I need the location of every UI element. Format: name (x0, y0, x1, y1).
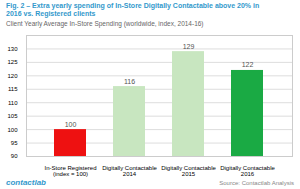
svg-text:In-Store Registered(index = 10: In-Store Registered(index = 100) (44, 164, 96, 176)
svg-text:Digitally Contactable2015: Digitally Contactable2015 (161, 164, 216, 176)
svg-text:115: 115 (8, 86, 18, 92)
svg-text:95: 95 (11, 140, 18, 146)
svg-text:125: 125 (7, 59, 18, 65)
svg-text:100: 100 (65, 120, 77, 127)
html-text:contactlab: contactlab (6, 177, 46, 187)
svg-text:116: 116 (124, 77, 135, 84)
html-text:Client Yearly Average In-Store: Client Yearly Average In-Store Spending … (6, 20, 204, 28)
svg-text:100: 100 (7, 126, 18, 132)
svg-text:120: 120 (7, 72, 18, 78)
html-text:Source: Contactlab Analysis: Source: Contactlab Analysis (219, 179, 294, 186)
svg-text:90: 90 (11, 153, 18, 159)
svg-text:130: 130 (7, 45, 18, 51)
svg-text:Digitally Contactable2014: Digitally Contactable2014 (102, 164, 157, 176)
svg-text:129: 129 (183, 42, 195, 49)
svg-text:105: 105 (7, 113, 18, 119)
svg-text:Digitally Contactable2016: Digitally Contactable2016 (220, 164, 275, 176)
svg-text:110: 110 (8, 99, 18, 105)
html-text:Fig. 2 – Extra yearly spending: Fig. 2 – Extra yearly spending of In-Sto… (6, 2, 260, 17)
svg-text:122: 122 (242, 61, 254, 68)
